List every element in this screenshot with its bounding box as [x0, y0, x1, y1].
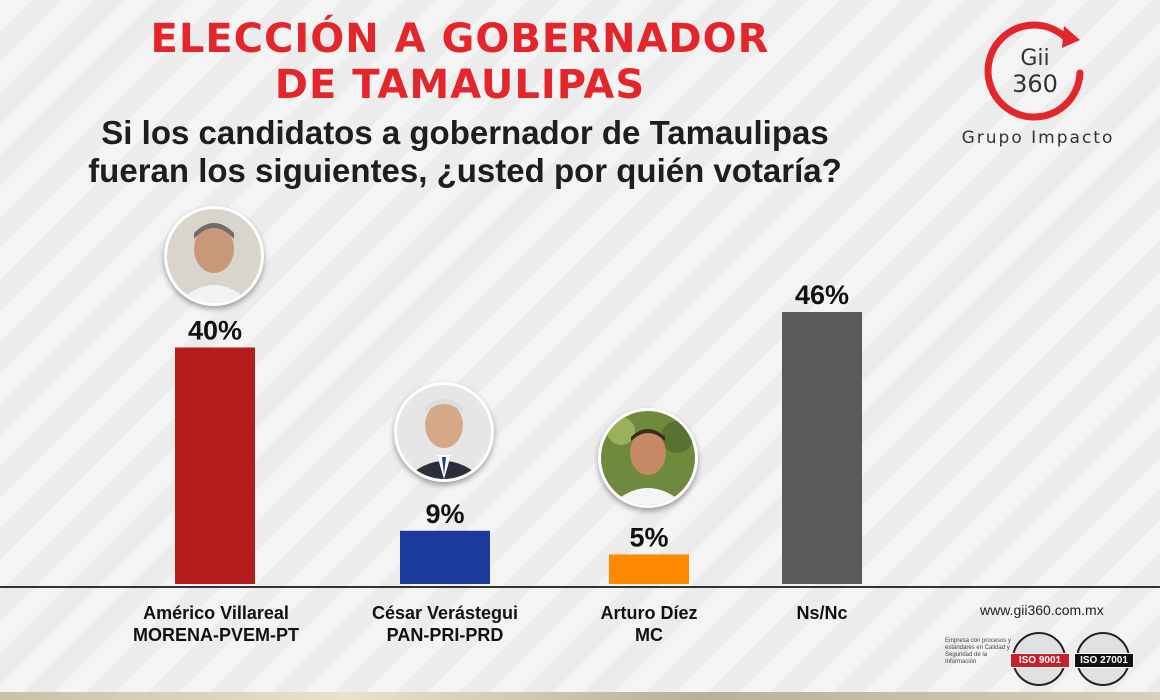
- candidate-name: Arturo Díez: [600, 603, 698, 623]
- value-label-americo: 40%: [188, 315, 242, 345]
- bar-cesar: [400, 530, 490, 584]
- brand-name: Grupo Impacto: [961, 128, 1115, 148]
- iso-9001-label: ISO 9001: [1010, 653, 1070, 668]
- logo-text-360: 360: [1012, 70, 1058, 98]
- footer-strip: [0, 692, 1160, 700]
- bar-arturo: [609, 554, 689, 584]
- portrait-icon: [397, 385, 491, 479]
- candidate-name: César Verástegui: [371, 603, 519, 623]
- candidate-party: MC: [635, 625, 663, 645]
- candidate-label-nsnc: Ns/Nc: [717, 602, 927, 624]
- candidate-label-arturo: Arturo Díez MC: [544, 602, 754, 646]
- chart-title-line2: DE TAMAULIPAS: [274, 62, 646, 108]
- candidate-party: PAN-PRI-PRD: [386, 625, 504, 645]
- logo-text-gii: Gii: [1020, 46, 1049, 71]
- candidate-photo-arturo: [598, 408, 698, 508]
- portrait-icon: [167, 209, 261, 303]
- value-label-nsnc: 46%: [795, 280, 849, 310]
- candidate-photo-americo: [164, 206, 264, 306]
- bar-americo: [175, 347, 255, 584]
- iso-27001-seal: ISO 27001: [1074, 632, 1134, 686]
- value-label-cesar: 9%: [425, 499, 464, 529]
- question-line2: fueran los siguientes, ¿usted por quién …: [88, 152, 842, 189]
- chart-title-line1: ELECCIÓN A GOBERNADOR: [150, 16, 770, 62]
- candidate-name: Ns/Nc: [796, 603, 848, 623]
- candidate-label-cesar: César Verástegui PAN-PRI-PRD: [340, 602, 550, 646]
- iso-9001-seal: ISO 9001: [1010, 632, 1070, 686]
- chart-baseline: [0, 586, 1160, 588]
- certification-text: Empresa con procesos y estándares en Cal…: [945, 638, 1012, 665]
- candidate-label-americo: Américo Villareal MORENA-PVEM-PT: [111, 602, 321, 646]
- bar-nsnc: [782, 312, 862, 584]
- iso-27001-label: ISO 27001: [1074, 653, 1134, 668]
- candidate-name: Américo Villareal: [143, 603, 289, 623]
- value-label-arturo: 5%: [629, 522, 668, 552]
- candidate-party: MORENA-PVEM-PT: [133, 625, 299, 645]
- gii360-logo: Gii 360: [984, 21, 1084, 121]
- portrait-icon: [601, 411, 695, 505]
- website-url: www.gii360.com.mx: [980, 602, 1104, 618]
- question-line1: Si los candidatos a gobernador de Tamaul…: [101, 114, 829, 151]
- candidate-photo-cesar: [394, 382, 494, 482]
